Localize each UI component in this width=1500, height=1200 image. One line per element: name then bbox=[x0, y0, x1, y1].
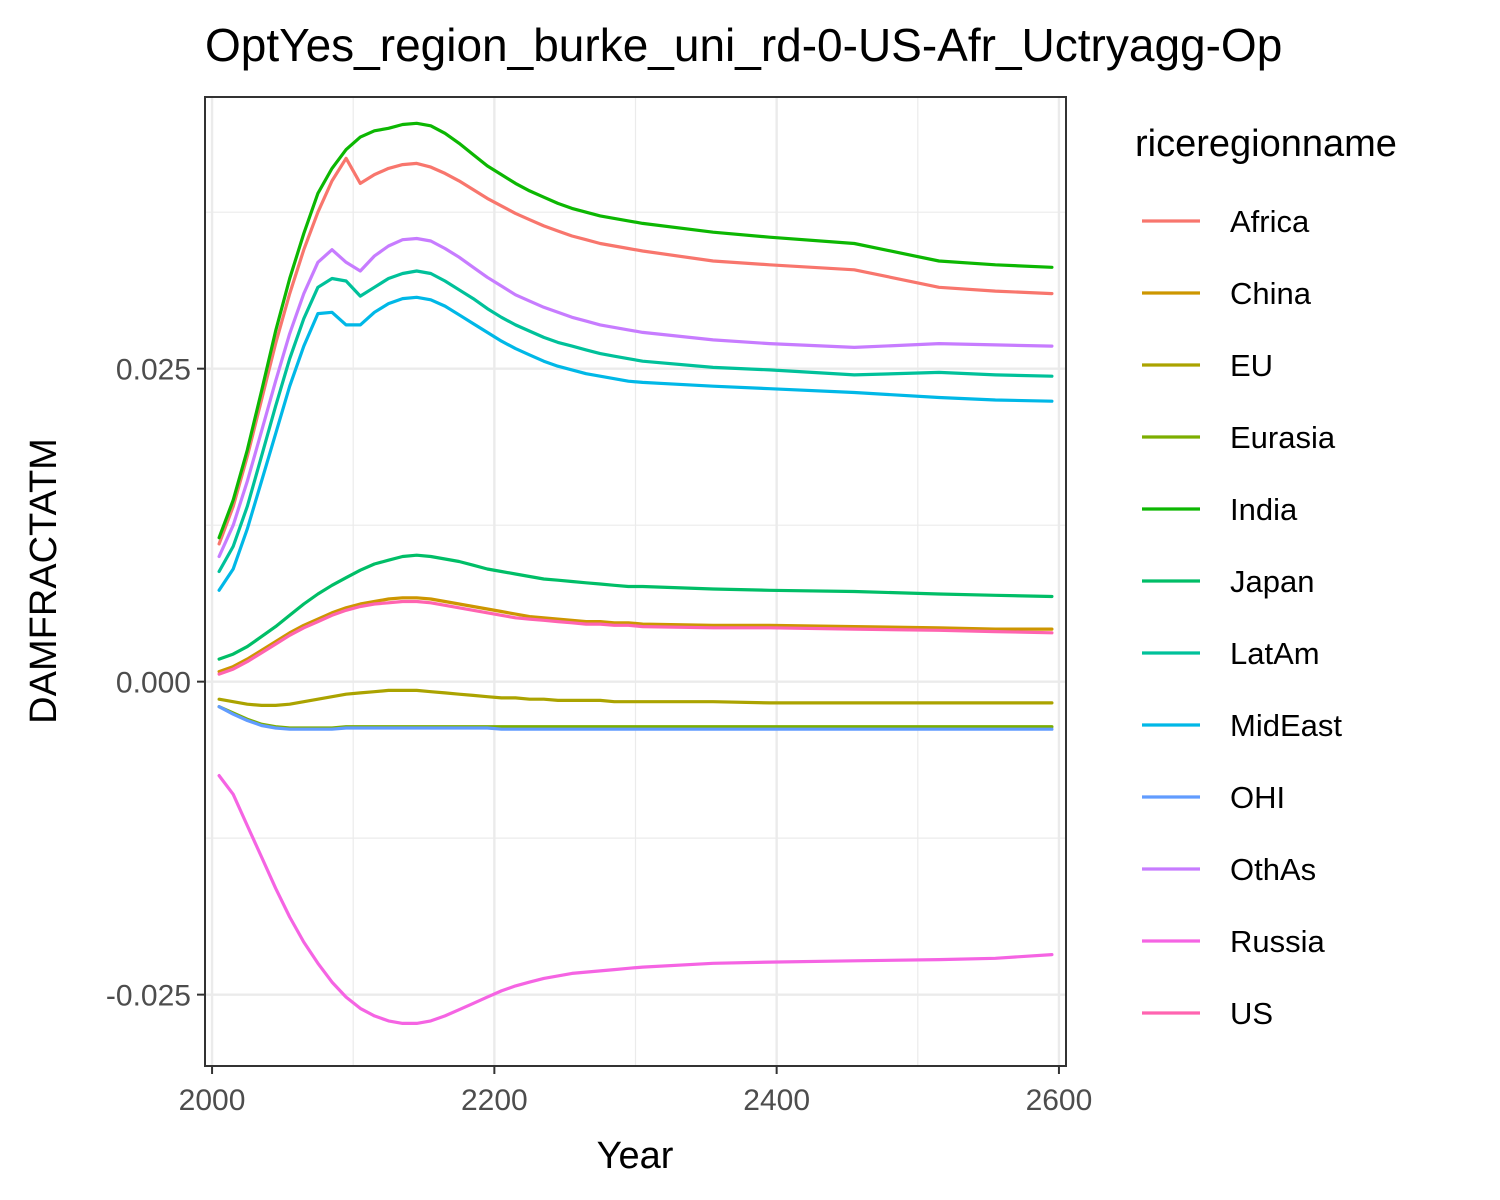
legend-label-india: India bbox=[1230, 492, 1298, 527]
y-tick-label: 0.025 bbox=[116, 354, 191, 387]
legend-label-us: US bbox=[1230, 996, 1273, 1031]
legend-label-japan: Japan bbox=[1230, 564, 1314, 599]
x-tick-label: 2200 bbox=[461, 1084, 528, 1117]
series-line-ohi bbox=[217, 705, 1054, 731]
series-line-china bbox=[217, 596, 1054, 674]
y-axis: -0.025 0.000 0.025 bbox=[106, 354, 205, 1013]
x-tick-label: 2000 bbox=[179, 1084, 246, 1117]
series-line-latam bbox=[217, 269, 1054, 574]
x-tick-label: 2600 bbox=[1026, 1084, 1093, 1117]
legend-title: riceregionname bbox=[1135, 123, 1397, 165]
legend: riceregionname Africa China EU Eurasia India… bbox=[1135, 123, 1397, 1031]
legend-label-latam: LatAm bbox=[1230, 636, 1320, 671]
legend-label-othas: OthAs bbox=[1230, 852, 1316, 887]
legend-label-ohi: OHI bbox=[1230, 780, 1285, 815]
x-tick-label: 2400 bbox=[743, 1084, 810, 1117]
legend-label-mideast: MidEast bbox=[1230, 708, 1342, 743]
series-line-eu bbox=[217, 688, 1054, 708]
series-line-africa bbox=[217, 156, 1054, 546]
legend-label-china: China bbox=[1230, 276, 1312, 311]
grid-minor bbox=[205, 97, 1066, 1066]
y-tick-label: 0.000 bbox=[116, 667, 191, 700]
chart-title: OptYes_region_burke_uni_rd-0-US-Afr_Uctr… bbox=[205, 19, 1283, 71]
legend-label-russia: Russia bbox=[1230, 924, 1326, 959]
series-line-mideast bbox=[217, 295, 1054, 592]
grid-major bbox=[205, 97, 1066, 1066]
legend-label-eu: EU bbox=[1230, 348, 1273, 383]
series-line-othas bbox=[217, 236, 1054, 559]
x-axis-title: Year bbox=[597, 1135, 674, 1177]
x-axis: 2000 2200 2400 2600 bbox=[179, 1066, 1093, 1117]
series-line-russia bbox=[217, 773, 1054, 1026]
series-line-us bbox=[217, 599, 1054, 676]
series-line-japan bbox=[217, 553, 1054, 661]
legend-label-africa: Africa bbox=[1230, 204, 1310, 239]
legend-label-eurasia: Eurasia bbox=[1230, 420, 1336, 455]
y-axis-title: DAMFRACTATM bbox=[23, 438, 65, 724]
plot-border bbox=[204, 96, 1067, 1067]
series-layer bbox=[217, 121, 1054, 1026]
series-line-india bbox=[217, 121, 1054, 540]
y-tick-label: -0.025 bbox=[106, 980, 191, 1013]
